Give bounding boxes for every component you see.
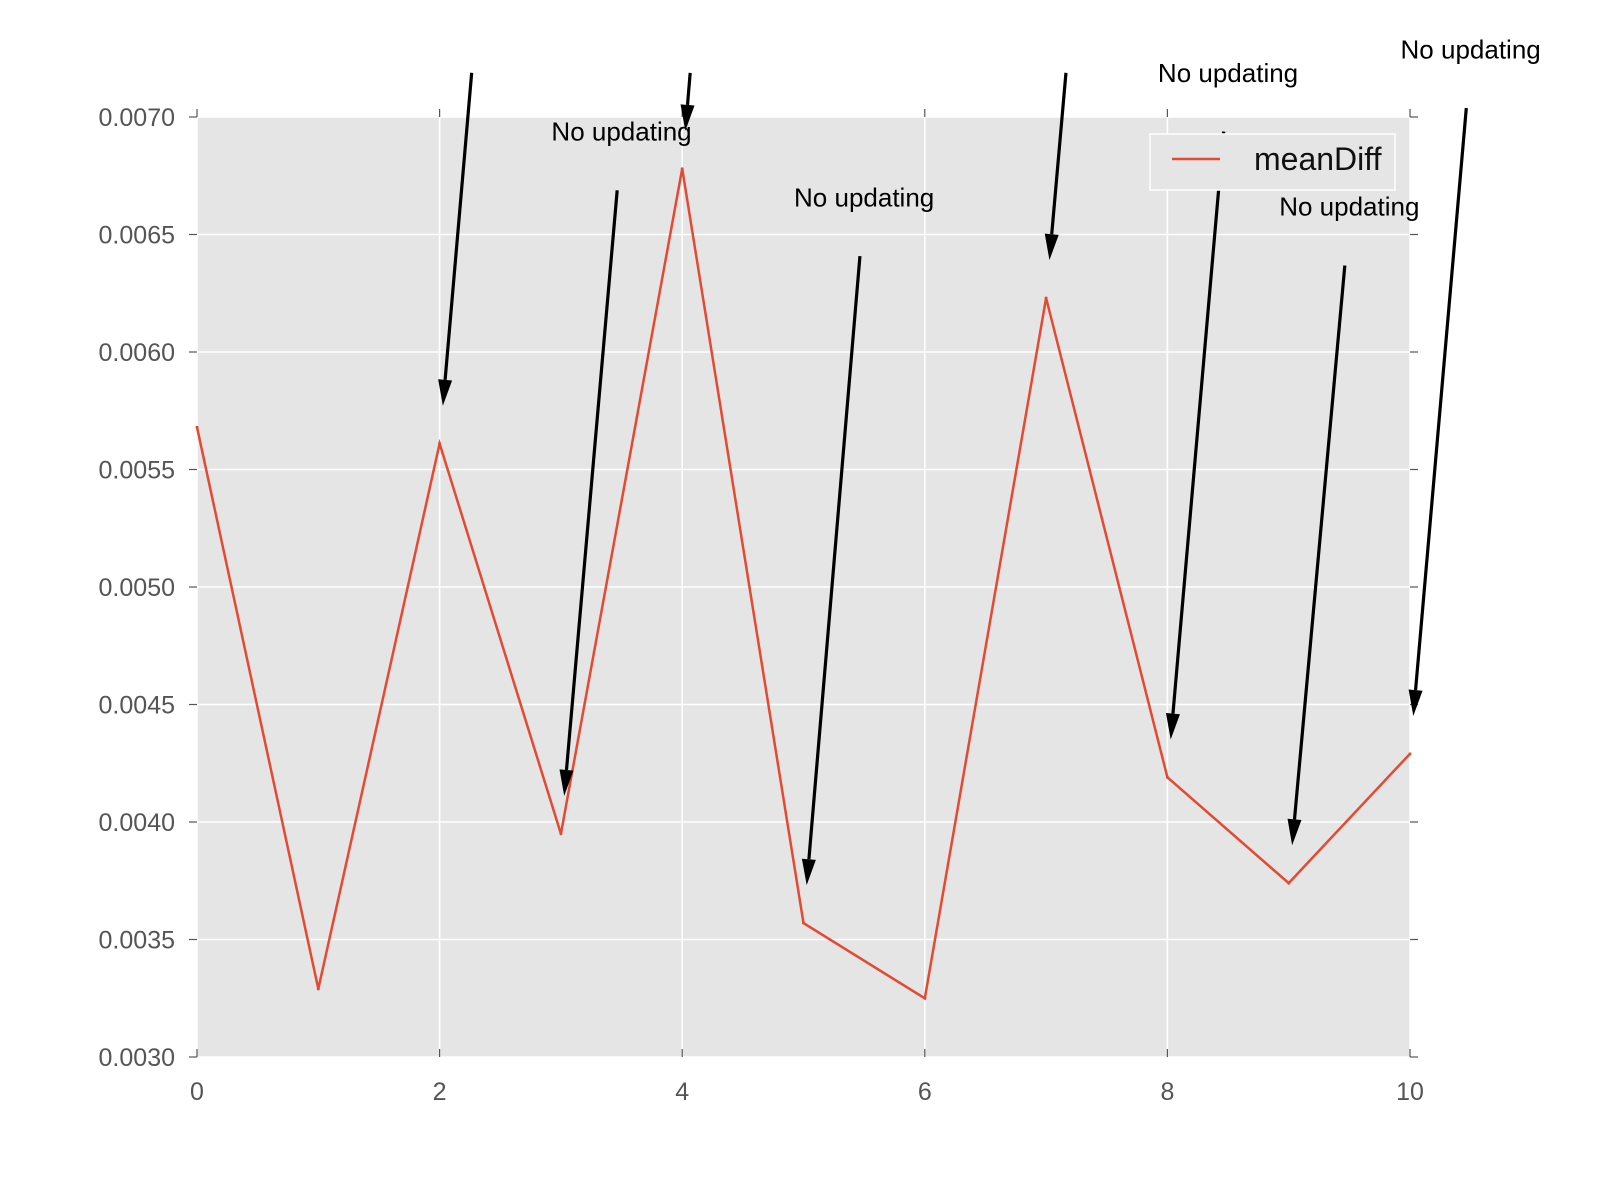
y-tick-label: 0.0065 [99,222,175,250]
annotation-arrow-head [1287,818,1302,846]
data-point [195,425,199,429]
annotation-arrow-head [801,858,816,886]
annotation-arrow-head [1408,689,1423,716]
data-point [923,996,927,1000]
annotation-arrow-head [1044,233,1059,261]
annotation-arrow-head [438,379,453,406]
grid-lines [196,116,1411,1058]
x-tick-label: 8 [1160,1078,1174,1106]
y-tick-label: 0.0040 [99,809,175,837]
series-layer [195,167,1412,1001]
x-tick-label: 10 [1396,1078,1424,1106]
y-tick-label: 0.0070 [99,104,175,132]
annotation-arrow-shaft [1292,265,1347,820]
data-point [316,987,320,991]
y-tick-label: 0.0035 [99,927,175,955]
axis-ticks: 0 2 4 6 8 10 0.0030 0.0035 0.0040 0.0045 0.0050 0.0… [99,104,1424,1106]
annotation-arrow-shaft [807,255,862,860]
y-tick-label: 0.0045 [99,692,175,720]
legend: meanDiff [1149,133,1396,191]
data-point [1044,296,1048,300]
x-tick-label: 0 [190,1078,204,1106]
data-point [802,921,805,925]
annotations: No updating No updating No updating No upda… [438,34,1541,886]
annotation-arrow-shaft [564,190,619,771]
annotation-text: No updating [794,182,934,212]
data-point [559,832,563,836]
y-tick-label: 0.0060 [99,339,175,367]
annotation-arrow-shaft [443,72,474,381]
data-point [1165,775,1169,779]
x-tick-label: 2 [433,1078,447,1106]
annotation-arrow-shaft [1171,131,1226,714]
annotation-text: No updating [1279,192,1419,222]
annotation-arrow-head [680,104,695,131]
annotation-arrow-shaft [1050,72,1068,235]
annotation-arrow-head [1165,712,1180,740]
y-tick-label: 0.0030 [99,1044,175,1072]
y-tick-label: 0.0055 [99,457,175,485]
annotation-arrow-shaft [1413,107,1468,691]
x-tick-label: 4 [675,1078,689,1106]
annotation-text: No updating [1158,58,1298,88]
annotation-text: No updating [1401,34,1541,64]
data-point [1287,881,1291,885]
data-point [680,167,684,171]
data-point [438,442,442,446]
y-tick-label: 0.0050 [99,574,175,602]
legend-box [1149,133,1396,191]
annotation-arrow-shaft [685,72,692,106]
annotation-text: No updating [551,117,691,147]
annotation-arrow-head [559,769,574,796]
data-point [1408,752,1412,756]
x-tick-label: 6 [918,1078,932,1106]
legend-label: meanDiff [1254,141,1382,177]
